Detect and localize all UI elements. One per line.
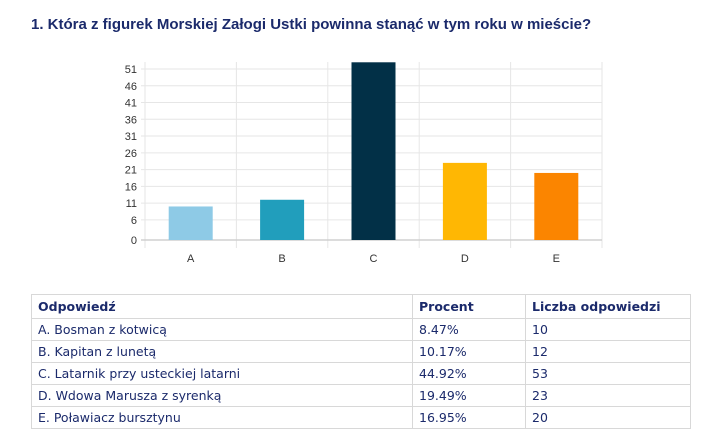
cell-count: 10 bbox=[525, 318, 691, 341]
y-tick-label: 21 bbox=[125, 165, 137, 177]
x-tick-label: A bbox=[187, 253, 195, 265]
cell-count: 12 bbox=[525, 340, 691, 363]
x-tick-label: E bbox=[553, 253, 560, 265]
header-answer: Odpowiedź bbox=[31, 294, 413, 319]
bar-A bbox=[168, 206, 213, 240]
y-tick-label: 31 bbox=[125, 131, 137, 143]
cell-count: 53 bbox=[525, 362, 691, 385]
cell-answer: D. Wdowa Marusza z syrenką bbox=[31, 384, 413, 407]
bar-E bbox=[534, 172, 579, 240]
cell-answer: B. Kapitan z lunetą bbox=[31, 340, 413, 363]
x-tick-label: D bbox=[461, 253, 469, 265]
table-row: A. Bosman z kotwicą 8.47% 10 bbox=[31, 318, 691, 341]
y-tick-label: 6 bbox=[131, 215, 137, 227]
y-tick-label: 51 bbox=[125, 64, 137, 76]
y-tick-label: 16 bbox=[125, 181, 137, 193]
table-row: E. Poławiacz bursztynu 16.95% 20 bbox=[31, 406, 691, 429]
cell-answer: A. Bosman z kotwicą bbox=[31, 318, 413, 341]
y-tick-label: 26 bbox=[125, 148, 137, 160]
y-tick-label: 0 bbox=[131, 235, 137, 247]
header-count: Liczba odpowiedzi bbox=[525, 294, 691, 319]
y-tick-label: 36 bbox=[125, 114, 137, 126]
cell-answer: C. Latarnik przy usteckiej latarni bbox=[31, 362, 413, 385]
cell-count: 20 bbox=[525, 406, 691, 429]
table-header-row: Odpowiedź Procent Liczba odpowiedzi bbox=[31, 294, 691, 319]
cell-percent: 44.92% bbox=[412, 362, 526, 385]
bar-chart: 0 6 11 16 21 26 31 36 41 46 51 A B C D E bbox=[125, 62, 603, 265]
bar-B bbox=[260, 199, 305, 240]
y-tick-label: 46 bbox=[125, 81, 137, 93]
cell-percent: 8.47% bbox=[412, 318, 526, 341]
results-table: Odpowiedź Procent Liczba odpowiedzi A. B… bbox=[31, 294, 691, 429]
bar-D bbox=[442, 162, 487, 240]
cell-percent: 10.17% bbox=[412, 340, 526, 363]
bar-C bbox=[351, 62, 396, 241]
table-row: C. Latarnik przy usteckiej latarni 44.92%… bbox=[31, 362, 691, 385]
table-row: D. Wdowa Marusza z syrenką 19.49% 23 bbox=[31, 384, 691, 407]
y-tick-label: 41 bbox=[125, 98, 137, 110]
table-row: B. Kapitan z lunetą 10.17% 12 bbox=[31, 340, 691, 363]
header-percent: Procent bbox=[412, 294, 526, 319]
x-tick-label: C bbox=[370, 253, 378, 265]
cell-percent: 16.95% bbox=[412, 406, 526, 429]
question-title: 1. Która z figurek Morskiej Załogi Ustki… bbox=[31, 16, 592, 33]
x-tick-label: B bbox=[278, 253, 285, 265]
cell-count: 23 bbox=[525, 384, 691, 407]
cell-answer: E. Poławiacz bursztynu bbox=[31, 406, 413, 429]
y-tick-label: 11 bbox=[126, 198, 137, 210]
cell-percent: 19.49% bbox=[412, 384, 526, 407]
